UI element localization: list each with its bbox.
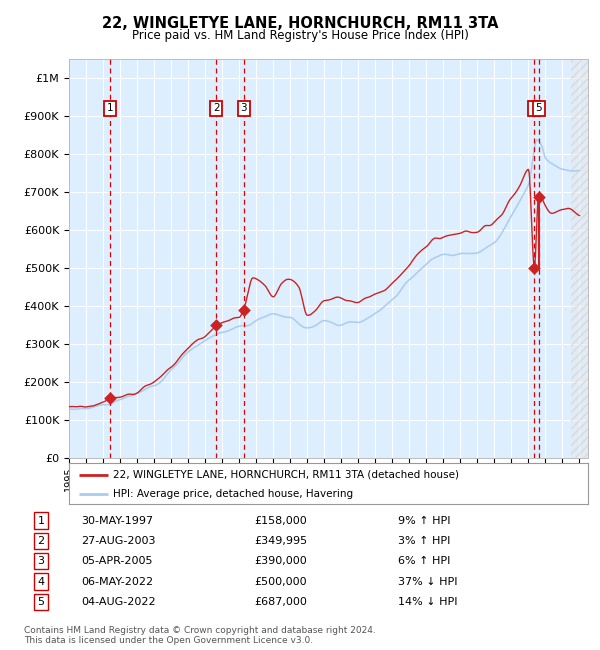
Point <box>211 320 221 330</box>
Text: HPI: Average price, detached house, Havering: HPI: Average price, detached house, Have… <box>113 489 353 499</box>
Text: 22, WINGLETYE LANE, HORNCHURCH, RM11 3TA (detached house): 22, WINGLETYE LANE, HORNCHURCH, RM11 3TA… <box>113 470 459 480</box>
Text: 1: 1 <box>38 515 44 525</box>
Point <box>239 305 248 315</box>
Text: 3% ↑ HPI: 3% ↑ HPI <box>398 536 451 546</box>
Text: 14% ↓ HPI: 14% ↓ HPI <box>398 597 458 607</box>
Text: 05-APR-2005: 05-APR-2005 <box>82 556 153 566</box>
Text: £158,000: £158,000 <box>254 515 307 525</box>
Point <box>106 393 115 403</box>
Text: £349,995: £349,995 <box>254 536 307 546</box>
Text: 37% ↓ HPI: 37% ↓ HPI <box>398 577 458 586</box>
Text: 4: 4 <box>531 103 538 114</box>
Text: 5: 5 <box>535 103 542 114</box>
Text: 2: 2 <box>37 536 44 546</box>
Text: 04-AUG-2022: 04-AUG-2022 <box>82 597 156 607</box>
Text: 6% ↑ HPI: 6% ↑ HPI <box>398 556 451 566</box>
Text: 9% ↑ HPI: 9% ↑ HPI <box>398 515 451 525</box>
Text: 5: 5 <box>38 597 44 607</box>
Text: Price paid vs. HM Land Registry's House Price Index (HPI): Price paid vs. HM Land Registry's House … <box>131 29 469 42</box>
Text: 22, WINGLETYE LANE, HORNCHURCH, RM11 3TA: 22, WINGLETYE LANE, HORNCHURCH, RM11 3TA <box>102 16 498 31</box>
Text: £500,000: £500,000 <box>254 577 307 586</box>
Text: 06-MAY-2022: 06-MAY-2022 <box>82 577 154 586</box>
Text: 30-MAY-1997: 30-MAY-1997 <box>82 515 154 525</box>
Text: Contains HM Land Registry data © Crown copyright and database right 2024.
This d: Contains HM Land Registry data © Crown c… <box>24 626 376 645</box>
Point <box>530 263 539 273</box>
Text: 1: 1 <box>107 103 113 114</box>
Text: 3: 3 <box>38 556 44 566</box>
Text: 27-AUG-2003: 27-AUG-2003 <box>82 536 156 546</box>
Point <box>534 192 544 202</box>
Text: £687,000: £687,000 <box>254 597 307 607</box>
Polygon shape <box>571 58 588 458</box>
Text: 2: 2 <box>213 103 220 114</box>
Text: £390,000: £390,000 <box>254 556 307 566</box>
Text: 4: 4 <box>37 577 44 586</box>
Text: 3: 3 <box>241 103 247 114</box>
